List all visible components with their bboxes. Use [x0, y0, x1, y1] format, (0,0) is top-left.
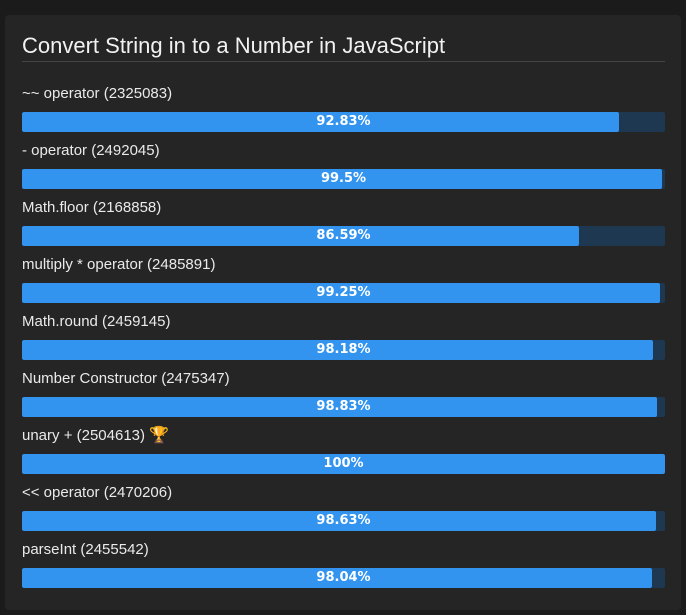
result-bar-fill: [22, 112, 619, 132]
result-label-text: - operator (2492045): [22, 142, 160, 159]
result-bar-fill: [22, 169, 662, 189]
result-percent: 98.83%: [316, 399, 371, 414]
result-label-text: Math.floor (2168858): [22, 199, 162, 216]
benchmark-results-panel: Convert String in to a Number in JavaScr…: [5, 15, 681, 610]
results-list: ~~ operator (2325083) 92.83% - operator …: [22, 83, 665, 596]
result-item: Number Constructor (2475347) 98.83%: [22, 368, 665, 425]
result-item: - operator (2492045) 99.5%: [22, 140, 665, 197]
result-bar-track: 98.83%: [22, 397, 665, 417]
result-item: Math.round (2459145) 98.18%: [22, 311, 665, 368]
result-bar-fill: [22, 568, 653, 588]
result-percent: 98.18%: [316, 342, 371, 357]
result-item: ~~ operator (2325083) 92.83%: [22, 83, 665, 140]
result-label-text: Number Constructor (2475347): [22, 370, 230, 387]
result-bar-track: 98.04%: [22, 568, 665, 588]
result-bar-track: 99.25%: [22, 283, 665, 303]
result-label-text: parseInt (2455542): [22, 541, 149, 558]
page-title: Convert String in to a Number in JavaScr…: [22, 33, 446, 58]
result-label-text: unary + (2504613): [22, 427, 146, 444]
result-bar-track: 86.59%: [22, 226, 665, 246]
result-label: parseInt (2455542): [22, 539, 665, 561]
result-bar-track: 99.5%: [22, 169, 665, 189]
trophy-icon: 🏆: [149, 427, 169, 444]
result-label: Math.floor (2168858): [22, 197, 665, 219]
title-divider: [22, 61, 665, 62]
result-bar-fill: [22, 454, 665, 474]
result-label: multiply * operator (2485891): [22, 254, 665, 276]
result-percent: 92.83%: [316, 114, 371, 129]
result-label: Math.round (2459145): [22, 311, 665, 333]
result-item: << operator (2470206) 98.63%: [22, 482, 665, 539]
result-item: multiply * operator (2485891) 99.25%: [22, 254, 665, 311]
result-item-winner: unary + (2504613) 🏆 100%: [22, 425, 665, 482]
result-percent: 100%: [323, 456, 364, 471]
result-bar-track: 92.83%: [22, 112, 665, 132]
result-label: - operator (2492045): [22, 140, 665, 162]
result-percent: 98.04%: [316, 570, 371, 585]
result-bar-fill: [22, 226, 579, 246]
result-bar-track: 100%: [22, 454, 665, 474]
result-bar-track: 98.18%: [22, 340, 665, 360]
result-bar-fill: [22, 511, 657, 531]
result-percent: 86.59%: [316, 228, 371, 243]
result-percent: 98.63%: [316, 513, 371, 528]
result-percent: 99.25%: [316, 285, 371, 300]
result-bar-track: 98.63%: [22, 511, 665, 531]
result-label: << operator (2470206): [22, 482, 665, 504]
result-label-text: << operator (2470206): [22, 484, 173, 501]
result-label: ~~ operator (2325083): [22, 83, 665, 105]
result-label-text: multiply * operator (2485891): [22, 256, 216, 273]
result-bar-fill: [22, 397, 658, 417]
result-label: Number Constructor (2475347): [22, 368, 665, 390]
result-bar-fill: [22, 283, 661, 303]
result-item: parseInt (2455542) 98.04%: [22, 539, 665, 596]
result-percent: 99.5%: [320, 171, 367, 186]
result-label-text: Math.round (2459145): [22, 313, 171, 330]
result-label: unary + (2504613) 🏆: [22, 425, 665, 447]
result-item: Math.floor (2168858) 86.59%: [22, 197, 665, 254]
result-bar-fill: [22, 340, 654, 360]
result-label-text: ~~ operator (2325083): [22, 85, 173, 102]
